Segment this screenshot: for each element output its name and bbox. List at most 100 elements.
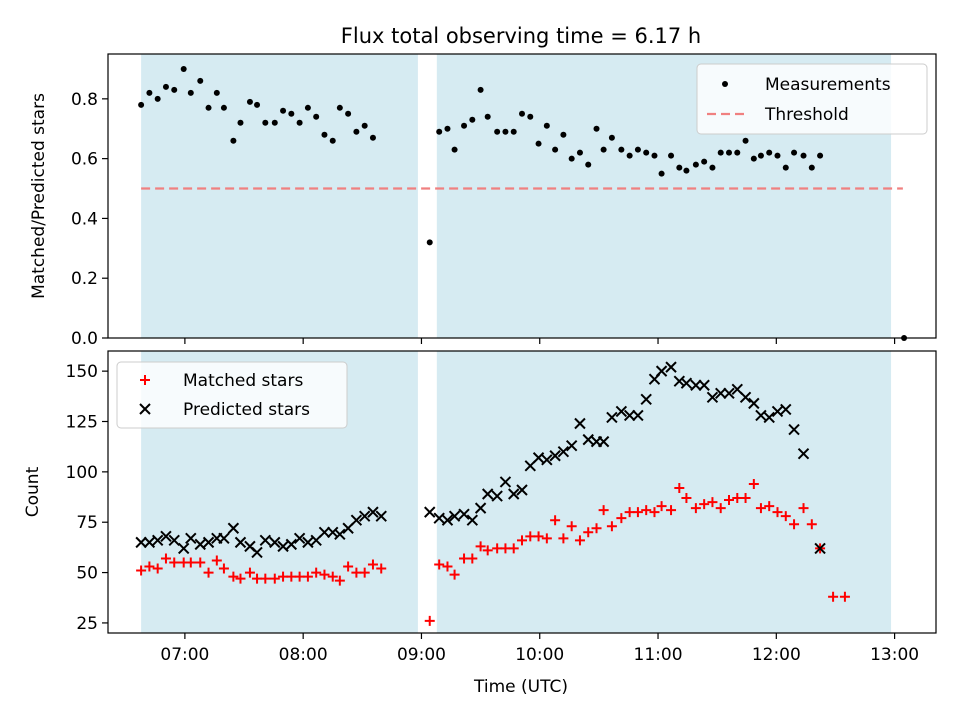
matched-star-point <box>707 497 718 508</box>
matched-star-point <box>748 478 759 489</box>
x-tick-label: 10:00 <box>515 645 564 665</box>
matched-star-point <box>376 563 387 574</box>
measurement-point <box>237 119 244 126</box>
predicted-star-point <box>251 546 263 559</box>
matched-star-point <box>311 567 322 578</box>
matched-star-point <box>541 533 552 544</box>
predicted-star-point <box>151 534 164 547</box>
legend-box <box>696 63 928 135</box>
predicted-star-point <box>481 488 494 500</box>
measurement-point <box>535 140 542 147</box>
measurement-point <box>817 152 824 159</box>
measurement-point <box>187 89 194 96</box>
measurement-point <box>451 146 458 153</box>
matched-star-point <box>185 557 196 568</box>
y-tick-label: 0.0 <box>71 329 98 349</box>
measurement-point <box>154 95 161 102</box>
y-tick-label: 75 <box>76 513 98 533</box>
predicted-star-point <box>606 411 618 424</box>
predicted-star-point <box>549 450 561 462</box>
observing-window-band <box>436 351 892 633</box>
matched-star-point <box>359 567 370 578</box>
y-tick-label: 100 <box>66 463 98 483</box>
matched-star-point <box>449 569 460 580</box>
measurement-point <box>608 134 615 141</box>
matched-star-point <box>517 535 527 546</box>
measurement-point <box>205 104 212 111</box>
matched-star-point <box>136 565 147 576</box>
measurement-point <box>692 161 699 168</box>
predicted-star-point <box>269 536 281 549</box>
predicted-star-point <box>797 448 810 460</box>
matched-star-point <box>550 515 561 526</box>
x-axis-label: Time (UTC) <box>473 677 568 697</box>
measurement-point <box>742 137 749 144</box>
measurement-point <box>585 161 592 168</box>
matched-star-point <box>327 571 338 582</box>
measurement-point <box>543 122 550 129</box>
predicted-star-point <box>508 488 520 500</box>
measurement-point <box>369 134 376 141</box>
measurement-point <box>774 152 781 159</box>
predicted-star-point <box>706 391 719 404</box>
measurement-point <box>288 110 295 117</box>
predicted-star-point <box>318 526 331 538</box>
matched-star-point <box>269 573 280 584</box>
predicted-star-point <box>680 377 693 389</box>
predicted-star-point <box>375 510 387 522</box>
predicted-star-point <box>516 484 528 496</box>
predicted-star-point <box>277 540 289 553</box>
measurement-point <box>651 152 658 159</box>
measurement-point <box>683 167 690 174</box>
predicted-star-point <box>623 409 636 422</box>
top-y-axis-label: Matched/Predicted stars <box>29 93 49 299</box>
matched-star-point <box>798 503 809 514</box>
measurement-point <box>668 152 675 159</box>
matched-star-point <box>699 499 710 510</box>
predicted-star-point <box>814 542 826 555</box>
matched-star-point <box>211 555 222 566</box>
predicted-star-point <box>763 411 775 424</box>
y-tick-label: 25 <box>76 614 98 634</box>
matched-star-point <box>434 559 445 570</box>
matched-star-point <box>755 503 766 514</box>
y-tick-label: 0.2 <box>71 269 98 289</box>
predicted-star-point <box>185 532 197 545</box>
predicted-star-point <box>723 387 735 400</box>
measurement-point <box>576 149 583 156</box>
measurement-point <box>757 152 764 159</box>
legend-predicted-label: Predicted stars <box>183 400 310 420</box>
predicted-star-point <box>448 510 461 522</box>
measurement-point <box>461 122 468 129</box>
measurement-point <box>560 131 567 138</box>
x-tick-label: 07:00 <box>160 645 209 665</box>
measurement-point <box>552 146 559 153</box>
matched-star-point <box>649 507 660 518</box>
predicted-star-point <box>227 522 240 534</box>
matched-star-point <box>674 482 685 493</box>
measurement-point <box>296 119 303 126</box>
legend-measurements-label: Measurements <box>765 75 891 95</box>
measurement-point <box>162 83 169 90</box>
matched-star-point <box>641 505 652 516</box>
x-tick-label: 11:00 <box>634 645 683 665</box>
predicted-star-point <box>755 409 767 422</box>
predicted-star-point <box>466 514 479 526</box>
bottom-y-axis-label: Count <box>23 466 43 517</box>
predicted-star-point <box>491 490 503 502</box>
measurement-point <box>197 77 204 84</box>
predicted-star-point <box>615 405 628 418</box>
matched-star-point <box>681 493 692 504</box>
measurement-point <box>477 86 484 93</box>
measurement-point <box>321 131 328 138</box>
matched-star-point <box>598 505 609 516</box>
matched-star-point <box>533 531 544 542</box>
matched-star-point <box>591 523 602 534</box>
measurement-point <box>600 146 607 153</box>
legend-predicted-marker <box>139 403 151 415</box>
y-tick-label: 0.6 <box>71 150 98 170</box>
observing-window-band <box>141 54 418 338</box>
predicted-star-point <box>194 538 206 551</box>
matched-star-point <box>467 553 478 564</box>
